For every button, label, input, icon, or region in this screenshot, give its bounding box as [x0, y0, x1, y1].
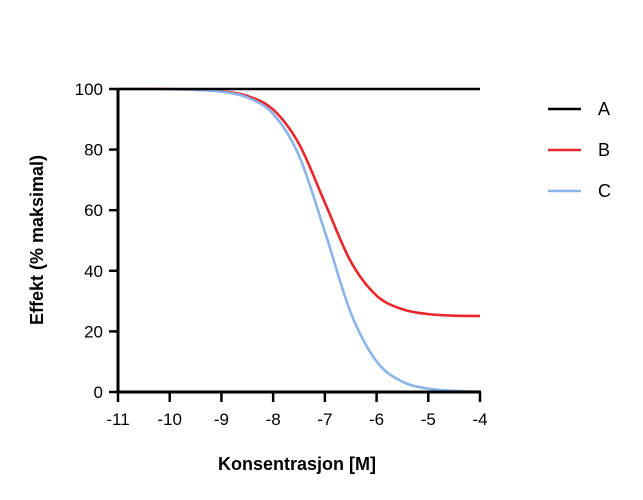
legend-label: A — [598, 99, 610, 119]
legend-item-b: B — [548, 140, 610, 160]
x-tick-label: -9 — [214, 410, 229, 429]
legend-item-c: C — [548, 181, 611, 201]
y-tick-label: 40 — [84, 262, 103, 281]
series-line-c — [117, 87, 481, 393]
legend-label: C — [598, 181, 611, 201]
x-tick-label: -10 — [157, 410, 182, 429]
x-tick-label: -7 — [317, 410, 332, 429]
axes — [109, 87, 482, 402]
y-tick-label: 20 — [84, 322, 103, 341]
y-tick-label: 80 — [84, 141, 103, 160]
series-line-b — [117, 87, 481, 318]
legend-label: B — [598, 140, 610, 160]
x-tick-label: -5 — [421, 410, 436, 429]
x-tick-label: -8 — [266, 410, 281, 429]
y-tick-label: 60 — [84, 201, 103, 220]
x-tick-label: -6 — [369, 410, 384, 429]
y-axis-label: Effekt (% maksimal) — [27, 155, 47, 325]
tick-labels: -11 -10 -9 -8 -7 -6 -5 -4 0 20 40 60 80 100 — [75, 80, 488, 429]
y-tick-label: 0 — [94, 383, 103, 402]
series-layer — [117, 87, 481, 393]
y-tick-label: 100 — [75, 80, 103, 99]
legend: A B C — [548, 99, 611, 201]
legend-item-a: A — [548, 99, 610, 119]
x-tick-label: -4 — [472, 410, 487, 429]
x-tick-label: -11 — [106, 410, 129, 429]
x-axis-label: Konsentrasjon [M] — [218, 454, 376, 474]
